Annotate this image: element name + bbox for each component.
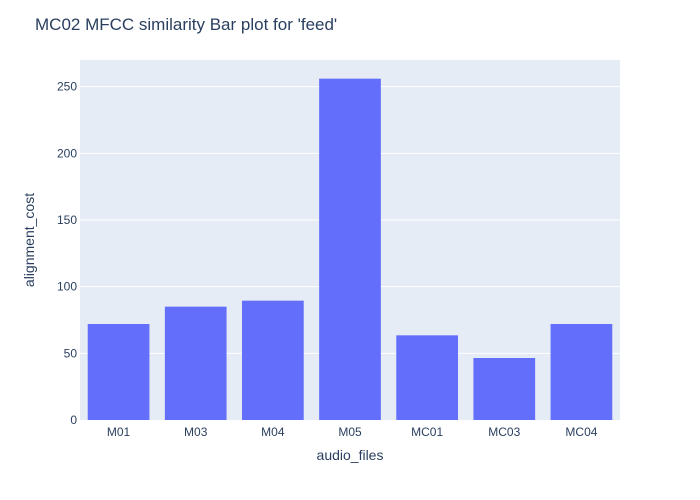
x-tick-label: MC04 [565, 425, 597, 439]
y-tick-label: 250 [57, 80, 77, 94]
bar-mc03[interactable] [473, 358, 536, 420]
x-axis-title: audio_files [317, 447, 384, 463]
x-tick-label: M04 [261, 425, 285, 439]
y-tick-label: 50 [64, 346, 78, 360]
x-tick-label: M03 [184, 425, 208, 439]
bar-m05[interactable] [319, 78, 381, 421]
bar-mc04[interactable] [550, 324, 613, 420]
x-tick-label: MC01 [411, 425, 443, 439]
bar-m04[interactable] [242, 300, 304, 420]
x-tick-label: MC03 [488, 425, 520, 439]
y-axis-title: alignment_cost [21, 193, 37, 287]
x-axis-ticks: M01 M03 M04 M05 MC01 MC03 MC04 [107, 425, 598, 439]
bar-mc01[interactable] [396, 335, 458, 420]
x-tick-label: M01 [107, 425, 131, 439]
chart-title: MC02 MFCC similarity Bar plot for 'feed' [35, 15, 337, 34]
y-tick-label: 150 [57, 213, 77, 227]
y-axis-ticks: 0 50 100 150 200 250 [57, 80, 77, 427]
x-tick-label: M05 [338, 425, 362, 439]
y-tick-label: 200 [57, 146, 77, 160]
bar-m01[interactable] [87, 324, 150, 420]
bars [87, 78, 613, 421]
bar-m03[interactable] [164, 306, 227, 420]
y-tick-label: 0 [70, 413, 77, 427]
y-tick-label: 100 [57, 280, 77, 294]
